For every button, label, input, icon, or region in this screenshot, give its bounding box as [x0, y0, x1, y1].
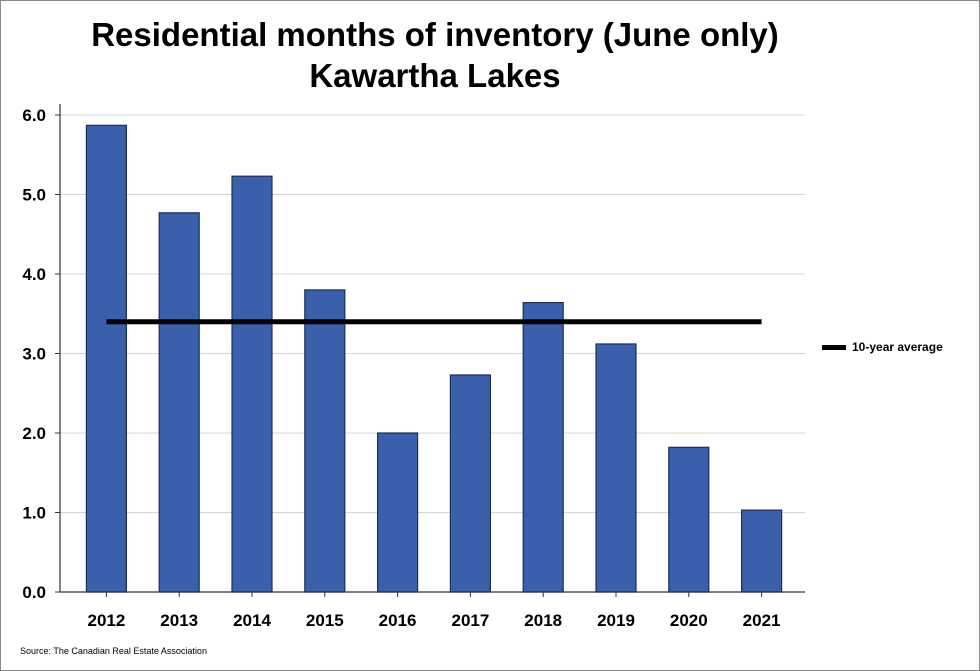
legend-label-average: 10-year average — [852, 340, 943, 354]
bar — [377, 432, 419, 593]
y-tick-label: 2.0 — [22, 424, 46, 443]
x-tick-label: 2013 — [160, 611, 198, 630]
source-note: Source: The Canadian Real Estate Associa… — [20, 646, 207, 656]
x-tick-label: 2021 — [743, 611, 781, 630]
x-tick-label: 2018 — [524, 611, 562, 630]
bar — [595, 343, 637, 593]
bar — [304, 289, 346, 593]
y-tick-label: 5.0 — [22, 186, 46, 205]
chart-subtitle: Kawartha Lakes — [309, 57, 561, 94]
x-tick-label: 2019 — [597, 611, 635, 630]
x-tick-label: 2017 — [451, 611, 489, 630]
bar — [522, 302, 564, 593]
bar — [158, 212, 200, 593]
x-tick-label: 2016 — [379, 611, 417, 630]
x-tick-label: 2014 — [233, 611, 271, 630]
y-tick-label: 0.0 — [22, 583, 46, 602]
bar — [85, 124, 128, 593]
legend-line-swatch — [822, 344, 846, 350]
y-tick-label: 3.0 — [22, 345, 46, 364]
y-tick-label: 6.0 — [22, 106, 46, 125]
x-tick-label: 2015 — [306, 611, 344, 630]
bar — [740, 509, 783, 593]
bar — [668, 446, 710, 593]
x-tick-label: 2020 — [670, 611, 708, 630]
bar — [449, 374, 491, 593]
x-tick-label: 2012 — [87, 611, 125, 630]
chart-title: Residential months of inventory (June on… — [91, 16, 779, 53]
bar — [231, 175, 273, 593]
legend: 10-year average — [822, 340, 943, 354]
y-tick-label: 1.0 — [22, 504, 46, 523]
y-tick-label: 4.0 — [22, 265, 46, 284]
